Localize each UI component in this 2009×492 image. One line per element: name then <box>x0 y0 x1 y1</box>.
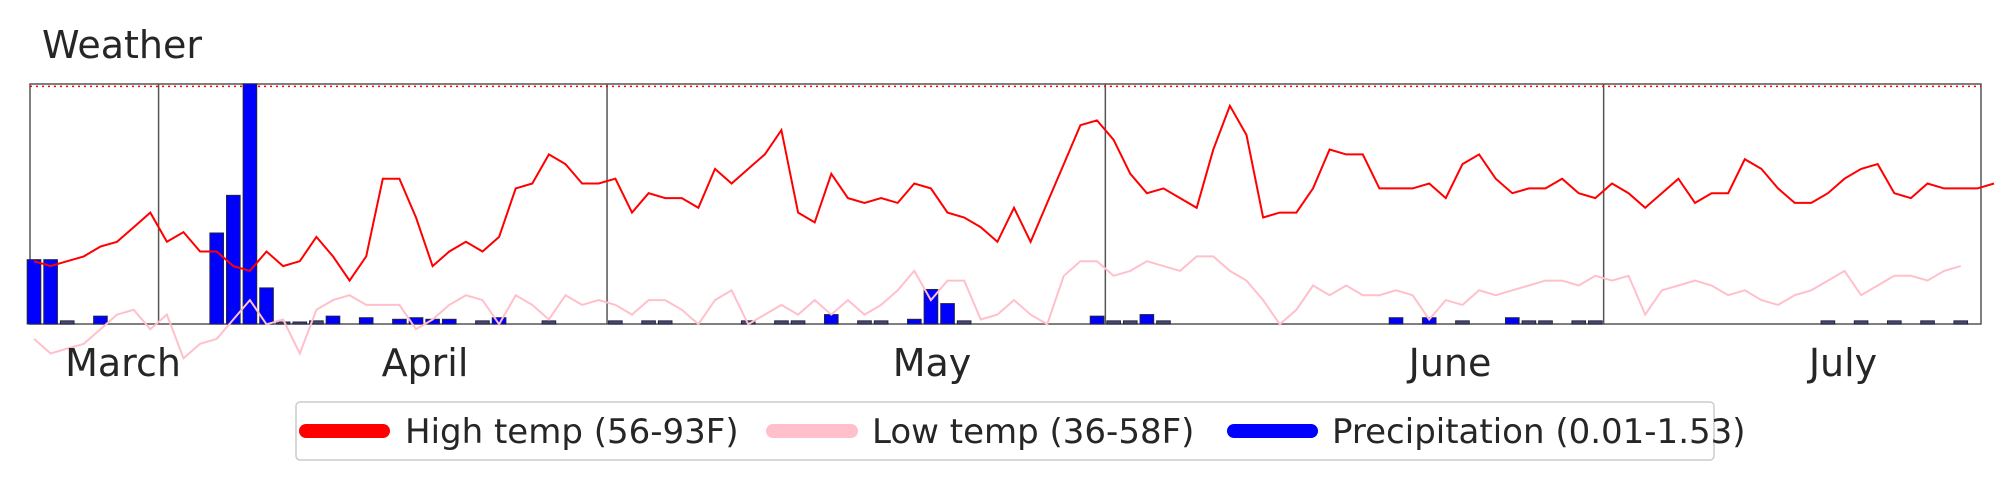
precip-bar <box>209 232 225 325</box>
precip-bar <box>1106 320 1121 325</box>
legend-precip-label: Precipitation (0.01-1.53) <box>1332 412 1746 452</box>
precip-bar <box>608 320 623 325</box>
precip-bar <box>774 320 789 325</box>
precip-bar <box>392 318 407 325</box>
precip-bar <box>325 315 341 325</box>
precip-bar <box>940 303 955 325</box>
low-temp-line <box>33 255 1962 360</box>
precip-bar <box>1089 315 1105 325</box>
precip-bar <box>59 320 75 325</box>
precip-bar <box>26 259 42 325</box>
precip-bar <box>823 314 839 325</box>
month-label-may: May <box>893 341 972 385</box>
legend: High temp (56-93F) Low temp (36-58F) Pre… <box>295 401 1746 461</box>
legend-high-label: High temp (56-93F) <box>405 412 739 452</box>
precip-bar <box>1521 320 1537 325</box>
precip-bar <box>93 315 108 325</box>
legend-box <box>295 401 1715 461</box>
precip-bar <box>1953 320 1969 325</box>
precip-bar <box>1156 320 1171 325</box>
precip-bar <box>1571 320 1587 325</box>
precip-bar <box>790 320 806 325</box>
precip-bar <box>242 83 258 325</box>
precip-bar <box>275 321 291 325</box>
precip-bar <box>923 288 939 325</box>
month-label-july: July <box>1807 341 1877 385</box>
precip-bar <box>226 194 241 325</box>
plot-frame <box>29 83 1982 325</box>
precip-bar <box>441 318 457 325</box>
precipitation-bars <box>26 83 1969 325</box>
precip-bar <box>541 320 557 325</box>
precip-bar <box>292 321 308 325</box>
precip-bar <box>358 317 374 325</box>
legend-low-label: Low temp (36-58F) <box>872 412 1194 452</box>
precip-bar <box>1504 317 1520 325</box>
precip-bar <box>1139 314 1155 325</box>
precip-bar <box>641 320 656 325</box>
precip-bar <box>1455 320 1470 325</box>
month-label-april: April <box>382 341 469 385</box>
precip-bar <box>873 320 889 325</box>
precip-bar <box>1820 320 1836 325</box>
precip-bar <box>1920 320 1935 325</box>
precip-bar <box>1388 317 1404 325</box>
precip-bar <box>857 320 872 325</box>
precip-bar <box>1122 320 1138 325</box>
precip-bar <box>475 320 490 325</box>
precip-bar <box>907 318 922 325</box>
precip-bar <box>1887 320 1902 325</box>
precip-bar <box>1588 320 1603 325</box>
precip-bar <box>1853 320 1869 325</box>
month-label-march: March <box>65 341 181 385</box>
precip-bar <box>657 320 673 325</box>
precip-bar <box>956 320 972 325</box>
precip-bar <box>43 259 58 325</box>
high-temp-line <box>33 103 1995 283</box>
month-dividers <box>157 84 1605 324</box>
precip-bar <box>309 320 324 325</box>
precip-bar <box>1538 320 1553 325</box>
chart-title: Weather <box>42 23 202 67</box>
month-label-june: June <box>1407 341 1492 385</box>
